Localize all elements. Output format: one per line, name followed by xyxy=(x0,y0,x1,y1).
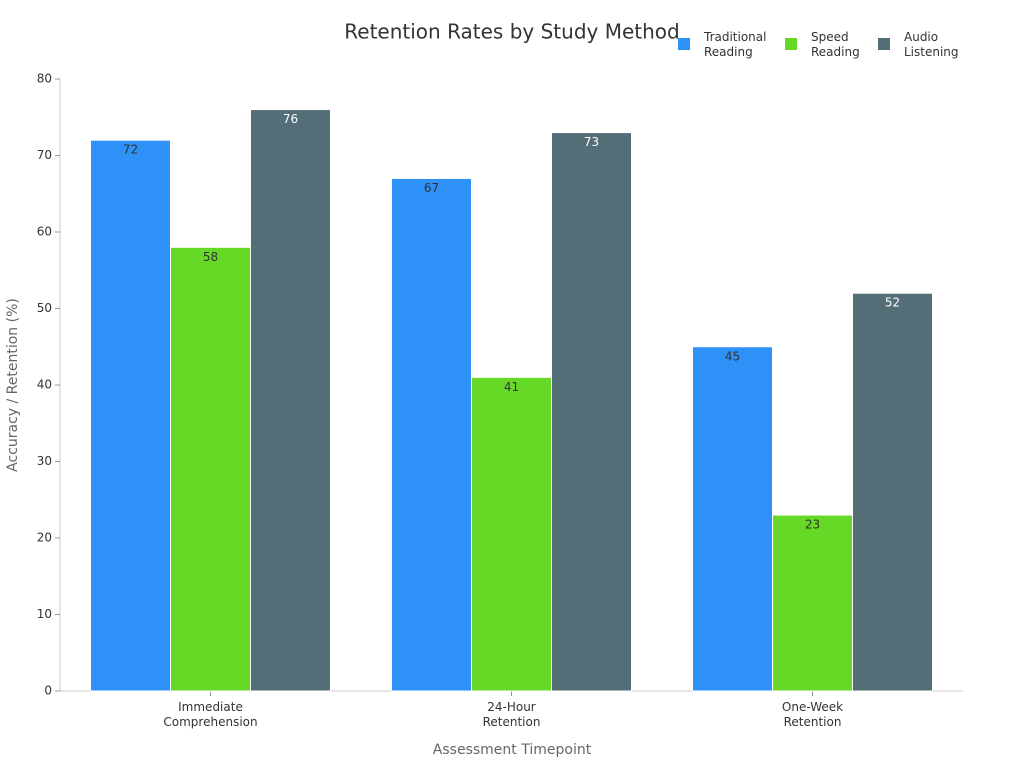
value-label: 72 xyxy=(123,143,138,157)
bar xyxy=(551,132,632,692)
bar xyxy=(90,139,171,692)
value-label: 52 xyxy=(885,296,900,310)
value-label: 76 xyxy=(283,112,298,126)
y-tick-label: 40 xyxy=(37,378,52,392)
bar xyxy=(852,292,933,692)
legend-swatch xyxy=(878,38,890,50)
y-axis-title: Accuracy / Retention (%) xyxy=(5,298,21,472)
value-label: 73 xyxy=(584,135,599,149)
y-tick-label: 0 xyxy=(44,684,52,698)
x-tick-label: One-Week Retention xyxy=(781,700,844,729)
y-tick-label: 50 xyxy=(37,301,52,315)
legend-swatch xyxy=(678,38,690,50)
y-tick-label: 20 xyxy=(37,531,52,545)
bar xyxy=(692,346,773,692)
value-label: 23 xyxy=(805,518,820,532)
x-axis-title: Assessment Timepoint xyxy=(433,742,592,758)
x-tick-label: 24-Hour Retention xyxy=(482,700,541,729)
bar xyxy=(471,376,552,692)
value-label: 67 xyxy=(424,181,439,195)
bar xyxy=(170,246,251,692)
y-tick-label: 70 xyxy=(37,148,52,162)
y-tick-label: 30 xyxy=(37,454,52,468)
value-label: 41 xyxy=(504,380,519,394)
legend-label: Traditional Reading xyxy=(704,30,767,59)
chart-title: Retention Rates by Study Method xyxy=(344,20,679,44)
legend-label: Audio Listening xyxy=(904,30,959,59)
value-label: 58 xyxy=(203,250,218,264)
y-tick-label: 80 xyxy=(37,72,52,86)
bar xyxy=(391,177,472,692)
y-tick-label: 60 xyxy=(37,225,52,239)
legend-swatch xyxy=(785,38,797,50)
bar xyxy=(772,514,853,692)
value-label: 45 xyxy=(725,349,740,363)
bar xyxy=(250,109,331,692)
x-tick-label: Immediate Comprehension xyxy=(163,700,258,729)
y-tick-label: 10 xyxy=(37,607,52,621)
legend-label: Speed Reading xyxy=(811,30,860,59)
